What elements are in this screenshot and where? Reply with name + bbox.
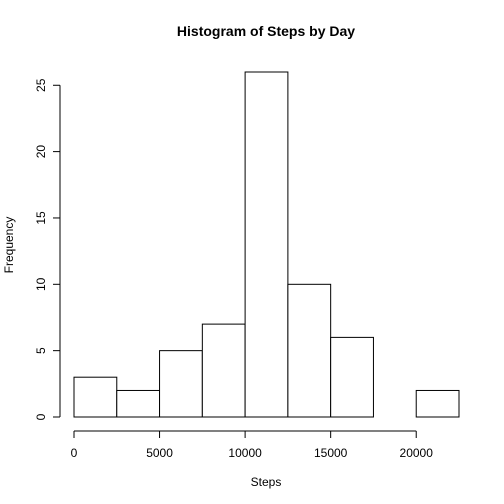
x-tick-label-0: 0	[71, 446, 78, 460]
bars-group	[73, 71, 460, 418]
x-axis: 0 5000 10000 15000 20000	[71, 430, 434, 460]
histogram-bar-4	[244, 71, 289, 418]
histogram-bar-1	[116, 389, 161, 418]
y-tick-label-2: 10	[34, 277, 48, 291]
chart-title: Histogram of Steps by Day	[177, 23, 355, 39]
histogram-bar-2	[159, 350, 203, 418]
histogram-bar-8	[415, 389, 460, 418]
histogram-bar-5	[287, 283, 332, 418]
histogram-bar-6	[330, 336, 374, 418]
x-axis-label: Steps	[251, 475, 282, 489]
x-tick-label-1: 5000	[146, 446, 173, 460]
y-axis-label: Frequency	[2, 217, 16, 274]
histogram-bar-3	[201, 323, 246, 418]
y-tick-label-4: 20	[34, 145, 48, 159]
y-tick-label-1: 5	[34, 347, 48, 354]
histogram-bar-0	[73, 376, 118, 418]
x-tick-label-4: 20000	[400, 446, 434, 460]
y-tick-label-3: 15	[34, 211, 48, 225]
x-tick-label-2: 10000	[228, 446, 262, 460]
y-tick-label-5: 25	[34, 78, 48, 92]
y-axis: 0 5 10 15 20 25	[34, 78, 61, 420]
y-tick-label-0: 0	[34, 413, 48, 420]
x-tick-label-3: 15000	[314, 446, 348, 460]
